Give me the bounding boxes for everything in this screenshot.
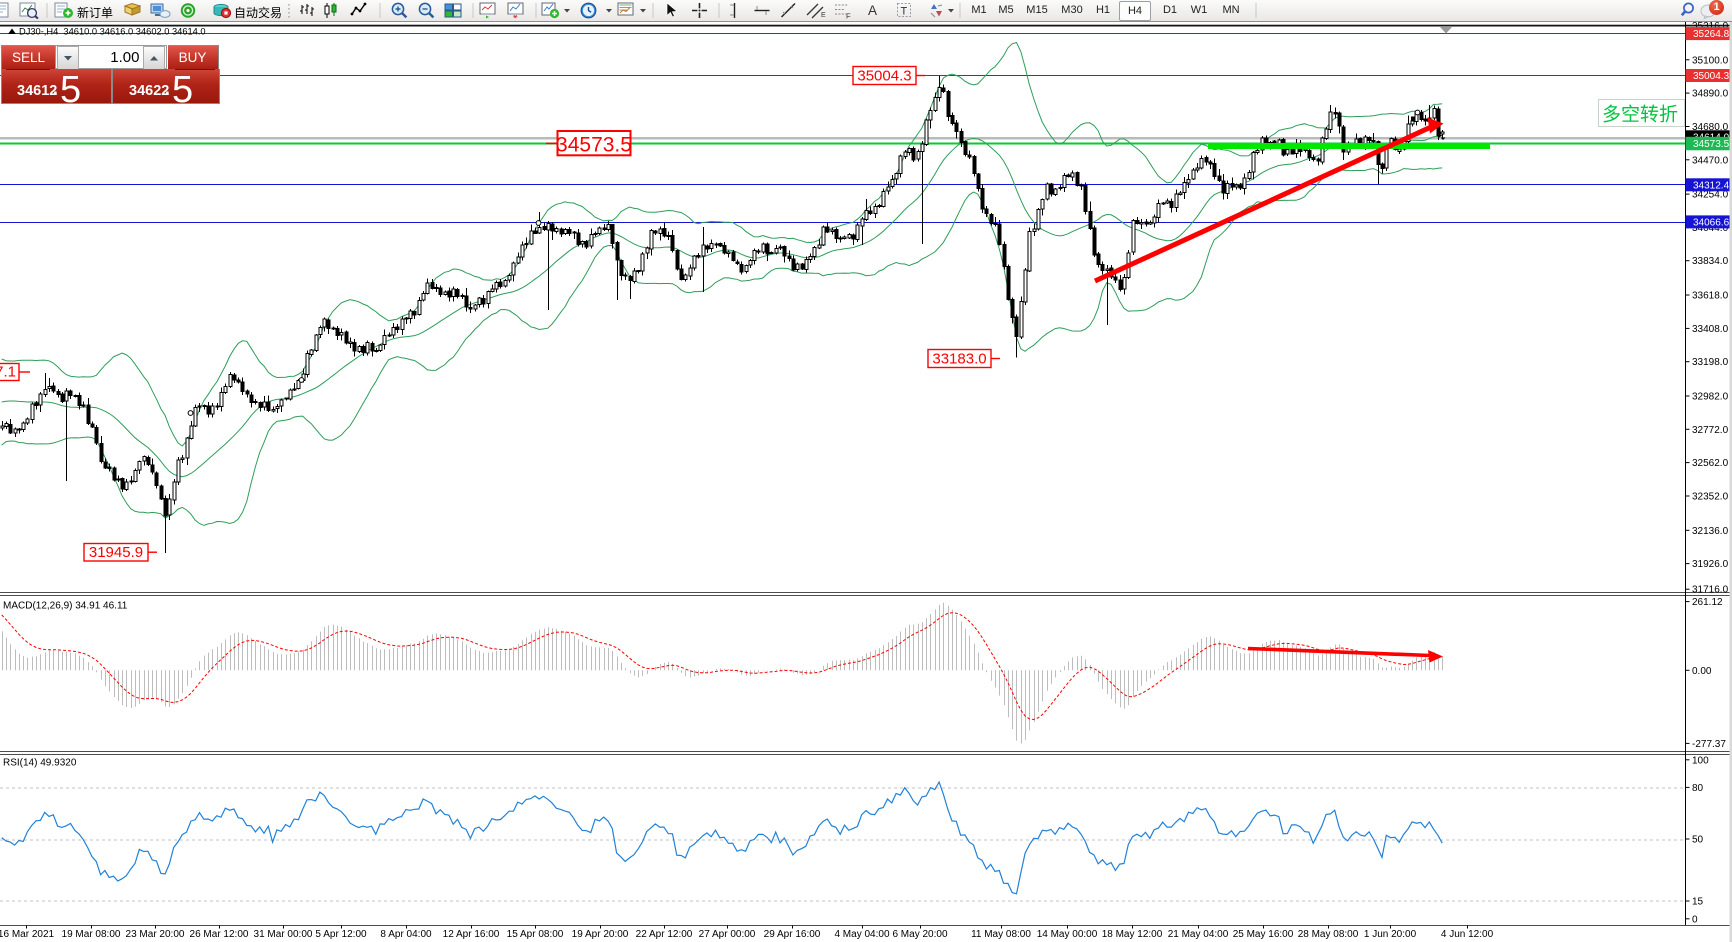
- svg-text:50: 50: [1692, 835, 1704, 846]
- svg-text:31 Mar 00:00: 31 Mar 00:00: [254, 929, 313, 940]
- svg-text:8 Apr 04:00: 8 Apr 04:00: [380, 929, 432, 940]
- svg-text:35004.3: 35004.3: [1693, 71, 1730, 82]
- svg-text:35264.8: 35264.8: [1693, 29, 1730, 40]
- svg-text:RSI(14) 49.9320: RSI(14) 49.9320: [3, 758, 77, 769]
- svg-text:33183.0: 33183.0: [932, 351, 986, 368]
- svg-text:33408.0: 33408.0: [1692, 324, 1729, 335]
- svg-text:1 Jun 20:00: 1 Jun 20:00: [1364, 929, 1417, 940]
- svg-text:34254.0: 34254.0: [1692, 190, 1729, 201]
- svg-text:32982.0: 32982.0: [1692, 392, 1729, 403]
- svg-text:15 Apr 08:00: 15 Apr 08:00: [507, 929, 564, 940]
- svg-text:29 Apr 16:00: 29 Apr 16:00: [764, 929, 821, 940]
- svg-text:32136.0: 32136.0: [1692, 526, 1729, 537]
- svg-text:11 May 08:00: 11 May 08:00: [971, 929, 1031, 940]
- svg-text:18 May 12:00: 18 May 12:00: [1102, 929, 1163, 940]
- svg-text:A: A: [868, 3, 877, 18]
- svg-text:4 May 04:00: 4 May 04:00: [834, 929, 889, 940]
- svg-text:33618.0: 33618.0: [1692, 291, 1729, 302]
- svg-text:DJ30-,H4 34610.0 34616.0 3460: DJ30-,H4 34610.0 34616.0 34602.0 34614.0: [19, 27, 206, 37]
- svg-text:35316.0: 35316.0: [1692, 21, 1729, 32]
- svg-text:7.1: 7.1: [0, 364, 16, 381]
- svg-text:31945.9: 31945.9: [89, 544, 143, 561]
- svg-text:12 Apr 16:00: 12 Apr 16:00: [443, 929, 500, 940]
- svg-text:100: 100: [1692, 755, 1709, 766]
- svg-text:34890.0: 34890.0: [1692, 89, 1729, 100]
- svg-text:5 Apr 12:00: 5 Apr 12:00: [315, 929, 367, 940]
- svg-text:14 May 00:00: 14 May 00:00: [1037, 929, 1098, 940]
- svg-text:34470.0: 34470.0: [1692, 155, 1729, 166]
- svg-text:32562.0: 32562.0: [1692, 458, 1729, 469]
- svg-text:34573.5: 34573.5: [556, 134, 632, 157]
- svg-text:6 May 20:00: 6 May 20:00: [892, 929, 947, 940]
- svg-text:T: T: [901, 6, 908, 18]
- svg-text:MACD(12,26,9) 34.91 46.11: MACD(12,26,9) 34.91 46.11: [3, 601, 128, 612]
- svg-text:35100.0: 35100.0: [1692, 55, 1729, 66]
- svg-text:27 Apr 00:00: 27 Apr 00:00: [699, 929, 756, 940]
- svg-text:F: F: [846, 12, 851, 20]
- svg-text:19 Mar 08:00: 19 Mar 08:00: [62, 929, 121, 940]
- svg-text:34066.6: 34066.6: [1693, 218, 1730, 229]
- svg-text:0: 0: [1692, 914, 1698, 925]
- svg-text:34573.5: 34573.5: [1693, 139, 1730, 150]
- svg-text:多空转折: 多空转折: [1602, 104, 1678, 126]
- svg-text:19 Apr 20:00: 19 Apr 20:00: [572, 929, 629, 940]
- svg-text:16 Mar 2021: 16 Mar 2021: [0, 929, 55, 940]
- svg-text:34680.0: 34680.0: [1692, 122, 1729, 133]
- svg-text:21 May 04:00: 21 May 04:00: [1168, 929, 1229, 940]
- svg-text:31716.0: 31716.0: [1692, 585, 1729, 596]
- svg-text:28 May 08:00: 28 May 08:00: [1298, 929, 1359, 940]
- svg-text:80: 80: [1692, 783, 1704, 794]
- svg-text:26 Mar 12:00: 26 Mar 12:00: [190, 929, 249, 940]
- svg-text:33198.0: 33198.0: [1692, 357, 1729, 368]
- svg-text:32352.0: 32352.0: [1692, 492, 1729, 503]
- svg-text:22 Apr 12:00: 22 Apr 12:00: [636, 929, 693, 940]
- svg-text:35004.3: 35004.3: [857, 68, 911, 85]
- svg-text:32772.0: 32772.0: [1692, 425, 1729, 436]
- svg-text:33834.0: 33834.0: [1692, 256, 1729, 267]
- svg-text:25 May 16:00: 25 May 16:00: [1233, 929, 1294, 940]
- svg-text:-277.37: -277.37: [1692, 739, 1726, 750]
- svg-text:15: 15: [1692, 897, 1704, 908]
- svg-text:E: E: [821, 12, 826, 19]
- svg-text:261.12: 261.12: [1692, 597, 1723, 608]
- svg-text:23 Mar 20:00: 23 Mar 20:00: [126, 929, 185, 940]
- svg-text:0.00: 0.00: [1692, 666, 1712, 677]
- svg-text:31926.0: 31926.0: [1692, 559, 1729, 570]
- svg-text:4 Jun 12:00: 4 Jun 12:00: [1441, 929, 1494, 940]
- svg-text:34312.4: 34312.4: [1693, 180, 1730, 191]
